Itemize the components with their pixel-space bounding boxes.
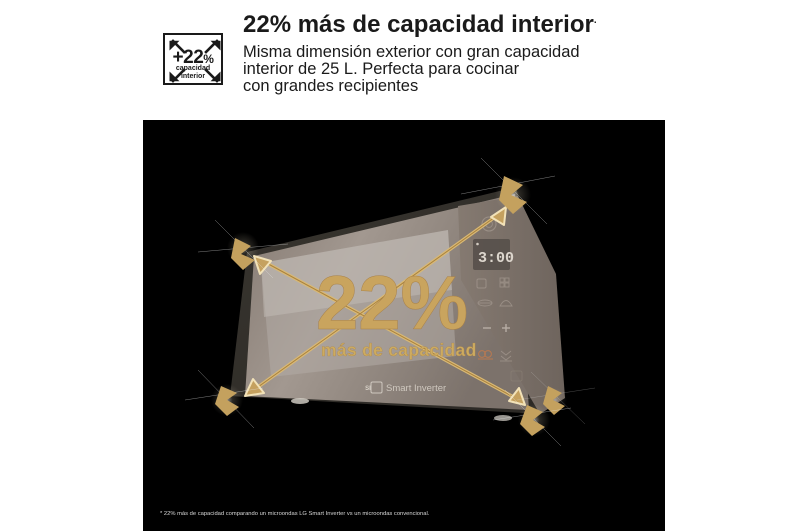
- svg-text:3:00: 3:00: [478, 250, 514, 267]
- svg-text:22%: 22%: [316, 261, 468, 346]
- svg-text:SI: SI: [365, 386, 371, 392]
- svg-text:más de capacidad: más de capacidad: [321, 340, 477, 360]
- svg-text:Smart Inverter: Smart Inverter: [386, 383, 446, 394]
